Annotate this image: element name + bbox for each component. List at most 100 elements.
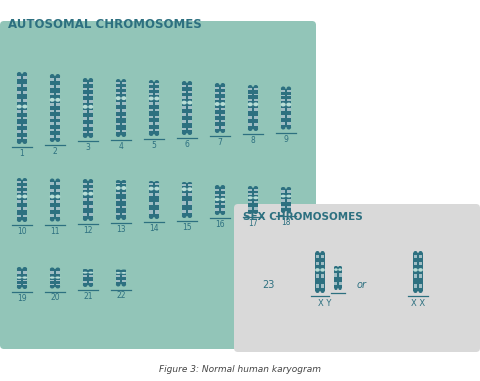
Ellipse shape: [17, 178, 22, 182]
Bar: [254, 116, 258, 118]
Ellipse shape: [413, 251, 418, 255]
Text: or: or: [357, 280, 367, 290]
Bar: [221, 120, 225, 122]
Bar: [23, 74, 27, 107]
Bar: [50, 76, 55, 100]
Bar: [17, 284, 21, 285]
Bar: [215, 104, 219, 131]
Bar: [155, 182, 159, 189]
Bar: [281, 104, 286, 127]
Bar: [215, 203, 219, 205]
Bar: [17, 123, 21, 126]
Bar: [215, 194, 219, 196]
Text: SEX CHROMOSOMES: SEX CHROMOSOMES: [243, 212, 363, 222]
Bar: [188, 128, 192, 130]
Bar: [50, 129, 54, 131]
Ellipse shape: [116, 79, 120, 83]
Bar: [83, 82, 87, 84]
Bar: [155, 102, 159, 105]
Bar: [221, 92, 225, 94]
Bar: [23, 107, 27, 142]
Bar: [56, 85, 60, 88]
Bar: [248, 87, 252, 104]
Bar: [287, 99, 291, 101]
Bar: [335, 282, 337, 285]
Bar: [122, 109, 126, 112]
Bar: [281, 94, 285, 96]
Bar: [254, 94, 258, 96]
Bar: [215, 114, 219, 116]
Bar: [182, 210, 186, 213]
Bar: [155, 122, 159, 125]
Ellipse shape: [253, 85, 258, 90]
Ellipse shape: [121, 96, 126, 100]
Bar: [248, 108, 252, 111]
Ellipse shape: [281, 209, 286, 213]
Ellipse shape: [83, 78, 87, 82]
Bar: [321, 270, 324, 291]
Bar: [17, 117, 21, 120]
Bar: [149, 98, 154, 134]
Bar: [50, 197, 55, 219]
Bar: [23, 91, 27, 94]
Ellipse shape: [22, 195, 27, 199]
Bar: [254, 88, 258, 90]
Ellipse shape: [83, 272, 88, 274]
Ellipse shape: [50, 217, 55, 221]
Bar: [83, 131, 87, 133]
Bar: [17, 74, 22, 107]
Bar: [50, 85, 54, 88]
Ellipse shape: [418, 268, 423, 272]
Bar: [56, 78, 60, 81]
Bar: [83, 188, 87, 190]
Bar: [188, 184, 192, 186]
Bar: [23, 123, 27, 126]
Bar: [248, 123, 252, 126]
Ellipse shape: [121, 79, 126, 83]
Bar: [149, 129, 153, 131]
Bar: [50, 93, 54, 95]
Bar: [188, 120, 192, 123]
Bar: [221, 194, 225, 196]
Text: 15: 15: [182, 223, 192, 232]
Bar: [121, 188, 126, 218]
Bar: [338, 270, 342, 288]
Bar: [287, 199, 291, 202]
Bar: [155, 109, 159, 111]
Bar: [188, 210, 192, 213]
Bar: [50, 135, 54, 138]
Bar: [121, 270, 126, 273]
Bar: [50, 182, 54, 185]
Bar: [89, 88, 93, 90]
Bar: [88, 272, 93, 285]
Ellipse shape: [83, 283, 87, 287]
Ellipse shape: [17, 139, 22, 144]
Bar: [254, 207, 258, 210]
Bar: [17, 191, 21, 193]
Bar: [89, 117, 93, 120]
Bar: [89, 110, 93, 113]
Ellipse shape: [121, 216, 126, 220]
Bar: [149, 82, 154, 98]
Bar: [83, 124, 87, 126]
Ellipse shape: [83, 134, 87, 138]
Bar: [116, 93, 120, 94]
Ellipse shape: [287, 209, 291, 213]
Ellipse shape: [149, 215, 154, 219]
Text: 2: 2: [53, 147, 58, 156]
Ellipse shape: [23, 218, 27, 222]
Bar: [17, 269, 22, 278]
Bar: [121, 81, 126, 98]
Bar: [155, 184, 159, 185]
Bar: [149, 83, 153, 85]
Ellipse shape: [56, 74, 60, 78]
Ellipse shape: [188, 182, 192, 184]
Ellipse shape: [55, 98, 60, 102]
Ellipse shape: [215, 102, 220, 106]
Ellipse shape: [315, 289, 320, 293]
Bar: [254, 123, 258, 126]
Ellipse shape: [88, 192, 93, 196]
Bar: [414, 284, 417, 288]
Ellipse shape: [215, 83, 219, 87]
Bar: [23, 269, 27, 278]
